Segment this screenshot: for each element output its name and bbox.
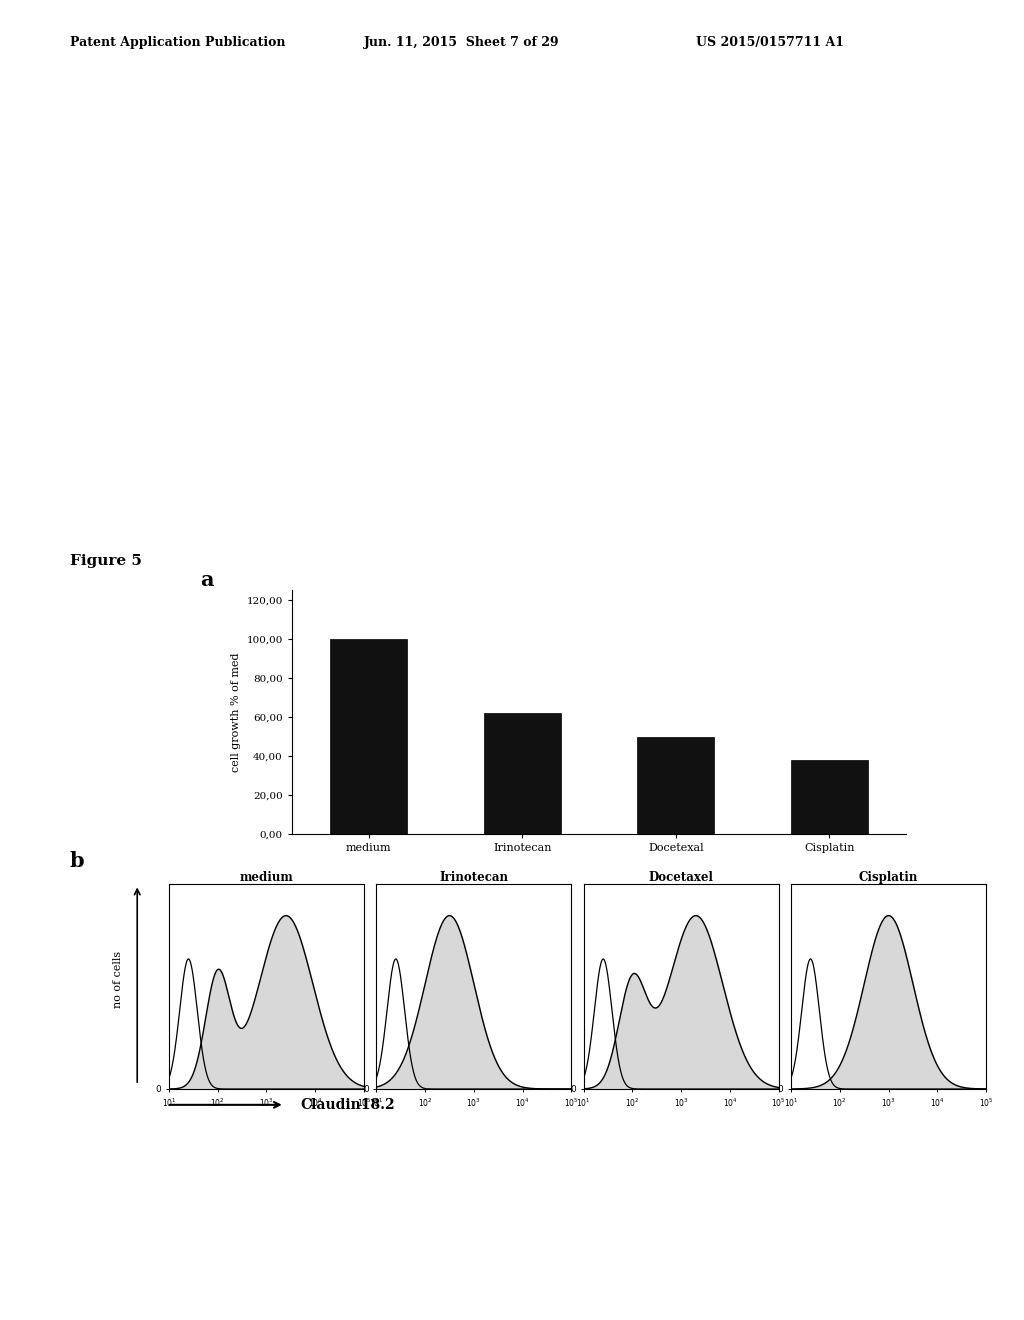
Title: medium: medium xyxy=(240,871,293,884)
Text: a: a xyxy=(200,570,213,590)
Title: Cisplatin: Cisplatin xyxy=(859,871,919,884)
Title: Docetaxel: Docetaxel xyxy=(649,871,714,884)
Text: Claudin18.2: Claudin18.2 xyxy=(300,1098,394,1111)
Bar xyxy=(330,639,408,834)
Text: Jun. 11, 2015  Sheet 7 of 29: Jun. 11, 2015 Sheet 7 of 29 xyxy=(364,36,559,49)
Bar xyxy=(792,760,868,834)
Text: Patent Application Publication: Patent Application Publication xyxy=(70,36,285,49)
Y-axis label: cell growth % of med: cell growth % of med xyxy=(230,652,241,772)
Text: no of cells: no of cells xyxy=(113,950,123,1008)
Title: Irinotecan: Irinotecan xyxy=(439,871,508,884)
Text: Figure 5: Figure 5 xyxy=(70,554,141,569)
Text: b: b xyxy=(70,851,84,871)
Text: US 2015/0157711 A1: US 2015/0157711 A1 xyxy=(696,36,845,49)
Bar xyxy=(484,713,561,834)
Bar xyxy=(637,737,715,834)
